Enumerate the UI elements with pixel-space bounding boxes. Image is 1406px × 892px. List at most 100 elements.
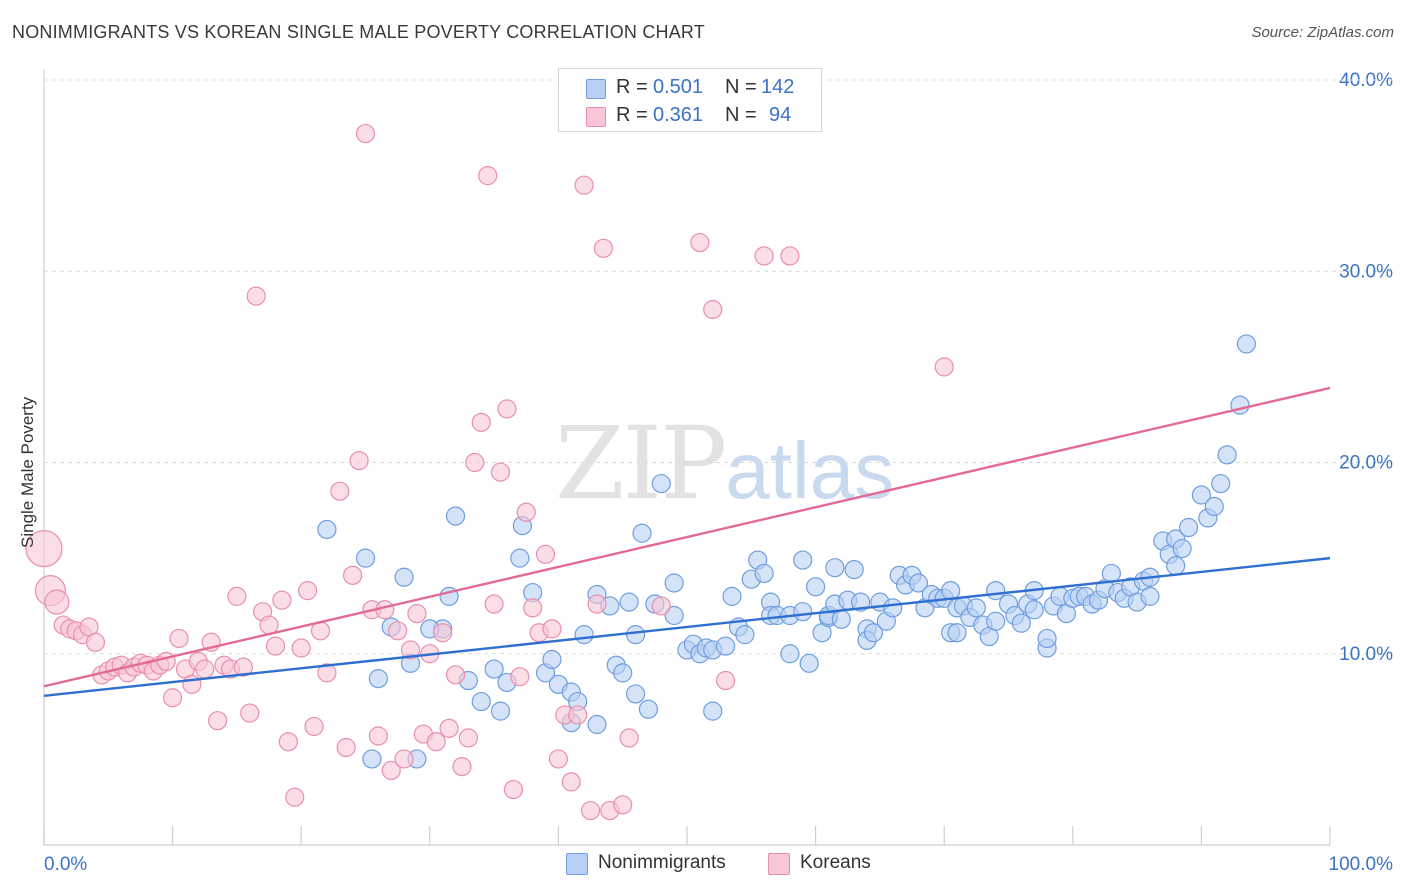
point-nonimmigrants [793, 602, 813, 622]
point-nonimmigrants [735, 625, 755, 645]
point-nonimmigrants [625, 684, 646, 704]
point-koreans [465, 452, 485, 473]
point-nonimmigrants [619, 592, 639, 612]
legend-swatch-pink [586, 107, 606, 127]
point-nonimmigrants [986, 581, 1006, 601]
point-koreans [195, 659, 215, 679]
point-koreans [478, 166, 498, 186]
point-koreans [542, 619, 562, 639]
point-nonimmigrants [355, 548, 376, 568]
legend-row-nonimmigrants: R = 0.501 N = 142 [559, 73, 821, 101]
bottom-legend-swatch-pink [768, 853, 790, 875]
correlation-legend: R = 0.501 N = 142 R = 0.361 N = 94 [558, 68, 822, 132]
point-nonimmigrants [908, 573, 929, 593]
point-nonimmigrants [754, 563, 774, 584]
point-koreans [394, 749, 414, 769]
point-nonimmigrants [587, 714, 607, 735]
watermark-zip: ZIP [555, 405, 727, 522]
point-koreans [587, 594, 607, 614]
trendline-nonimmigrants [43, 556, 1331, 698]
point-nonimmigrants [1166, 556, 1186, 576]
point-nonimmigrants [831, 609, 851, 629]
point-koreans [754, 246, 774, 266]
point-koreans [156, 651, 176, 672]
y-tick-label: 20.0% [1339, 453, 1393, 474]
point-koreans [561, 772, 581, 792]
legend-n-value: 94 [769, 104, 792, 126]
chart-title: NONIMMIGRANTS VS KOREAN SINGLE MALE POVE… [12, 22, 705, 42]
point-koreans [439, 718, 459, 738]
point-nonimmigrants [1211, 473, 1231, 494]
point-koreans [523, 598, 543, 618]
legend-swatch-blue [586, 79, 606, 99]
point-koreans [780, 246, 800, 266]
point-nonimmigrants [793, 550, 813, 570]
point-koreans [503, 779, 523, 800]
point-nonimmigrants [1024, 600, 1044, 620]
point-koreans [574, 175, 594, 195]
legend-row-koreans: R = 0.361 N = 94 [559, 101, 821, 129]
point-koreans [330, 481, 350, 501]
point-koreans [182, 674, 202, 694]
point-koreans [458, 728, 478, 748]
point-koreans [934, 357, 954, 377]
point-koreans [426, 732, 446, 752]
point-nonimmigrants [715, 636, 736, 656]
point-nonimmigrants [368, 669, 388, 689]
point-koreans [343, 565, 363, 585]
point-nonimmigrants [542, 649, 562, 670]
point-koreans [272, 590, 292, 610]
point-nonimmigrants [471, 691, 491, 712]
x-tick-label: 0.0% [44, 854, 87, 875]
point-nonimmigrants [722, 586, 742, 606]
point-koreans [548, 749, 569, 769]
point-nonimmigrants [825, 558, 845, 578]
point-koreans [471, 412, 491, 432]
point-koreans [44, 589, 70, 615]
point-koreans [497, 399, 517, 419]
point-nonimmigrants [510, 548, 530, 568]
point-koreans [227, 586, 247, 606]
point-koreans [355, 123, 376, 144]
point-nonimmigrants [445, 506, 466, 526]
point-koreans [349, 450, 369, 471]
point-nonimmigrants [947, 623, 967, 643]
point-nonimmigrants [844, 559, 864, 580]
point-koreans [613, 795, 633, 815]
point-koreans [593, 238, 614, 258]
point-koreans [484, 594, 504, 614]
point-koreans [516, 502, 536, 522]
point-koreans [715, 670, 736, 691]
point-nonimmigrants [1172, 538, 1192, 559]
point-koreans [510, 667, 530, 687]
point-nonimmigrants [638, 699, 659, 719]
point-nonimmigrants [1236, 334, 1257, 354]
point-koreans [208, 711, 228, 731]
point-koreans [265, 636, 286, 656]
point-koreans [285, 787, 305, 807]
point-koreans [246, 286, 266, 306]
point-koreans [580, 800, 601, 821]
point-nonimmigrants [703, 701, 723, 721]
point-nonimmigrants [780, 644, 800, 664]
source-label: Source: ZipAtlas.com [1251, 24, 1394, 41]
y-tick-label: 10.0% [1339, 644, 1393, 665]
point-koreans [690, 232, 710, 253]
point-koreans [407, 603, 427, 624]
point-koreans [85, 632, 106, 652]
point-koreans [535, 544, 556, 564]
y-axis-label: Single Male Poverty [18, 396, 37, 548]
point-nonimmigrants [863, 623, 884, 643]
point-koreans [568, 705, 588, 725]
point-nonimmigrants [317, 519, 337, 540]
point-nonimmigrants [394, 567, 414, 587]
point-koreans [388, 621, 408, 641]
point-nonimmigrants [1011, 613, 1031, 633]
bottom-legend-label: Koreans [800, 852, 871, 873]
legend-n-label: N = [725, 104, 757, 126]
point-koreans [233, 657, 253, 677]
point-nonimmigrants [851, 592, 871, 612]
point-nonimmigrants [651, 473, 671, 494]
point-koreans [278, 732, 298, 752]
